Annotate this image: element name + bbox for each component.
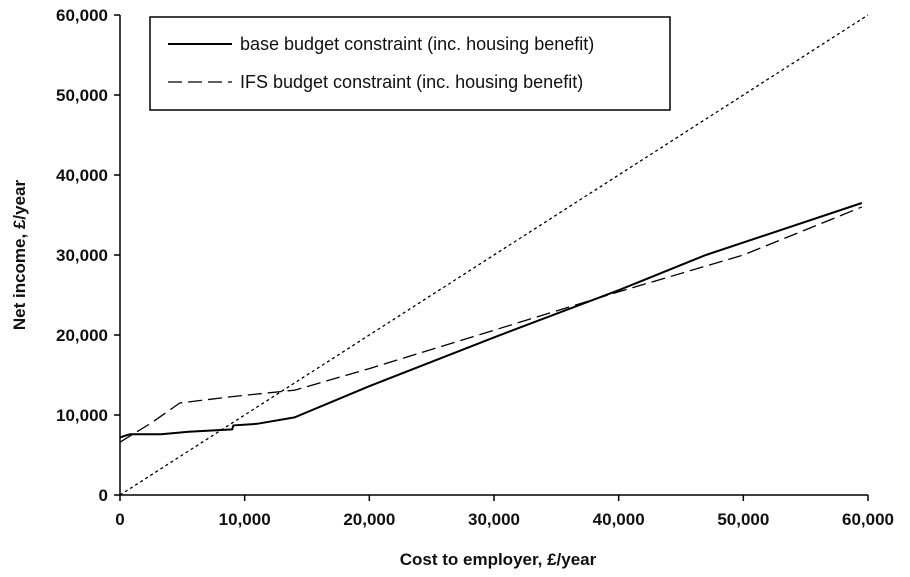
x-tick-label: 10,000 xyxy=(219,510,271,529)
y-tick-label: 50,000 xyxy=(56,86,108,105)
legend-label-ifs: IFS budget constraint (inc. housing bene… xyxy=(240,72,583,92)
x-tick-label: 60,000 xyxy=(842,510,894,529)
legend-box xyxy=(149,16,671,111)
series-line-reference xyxy=(119,14,869,496)
y-tick-label: 20,000 xyxy=(56,326,108,345)
y-tick-label: 30,000 xyxy=(56,246,108,265)
x-tick-label: 50,000 xyxy=(717,510,769,529)
x-tick-label: 30,000 xyxy=(468,510,520,529)
y-tick-label: 0 xyxy=(99,486,108,505)
series-line-ifs xyxy=(119,206,863,443)
series-line-base xyxy=(119,202,863,439)
x-tick-label: 20,000 xyxy=(343,510,395,529)
y-tick-label: 40,000 xyxy=(56,166,108,185)
x-axis-ticks: 0 10,000 20,000 30,000 40,000 50,000 60,000 xyxy=(115,495,894,529)
y-axis-title: Net income, £/year xyxy=(10,180,29,331)
y-tick-label: 10,000 xyxy=(56,406,108,425)
x-tick-label: 40,000 xyxy=(593,510,645,529)
y-tick-label: 60,000 xyxy=(56,6,108,25)
x-axis-title: Cost to employer, £/year xyxy=(400,550,597,569)
legend-label-base: base budget constraint (inc. housing ben… xyxy=(240,34,594,54)
plot-lines xyxy=(119,14,869,496)
legend: base budget constraint (inc. housing ben… xyxy=(149,16,671,111)
y-axis-ticks: 0 10,000 20,000 30,000 40,000 50,000 60,000 xyxy=(56,6,120,505)
x-tick-label: 0 xyxy=(115,510,124,529)
